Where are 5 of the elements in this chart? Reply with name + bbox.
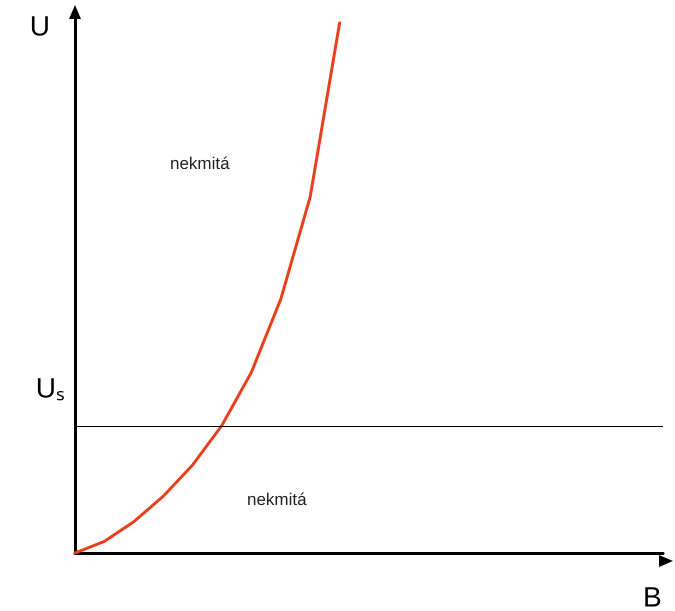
annotation: nekmitá — [247, 490, 308, 509]
x-axis-title: B — [643, 582, 662, 611]
ref-line-label: Uₛ — [36, 372, 65, 404]
annotation: nekmitá — [170, 154, 230, 173]
y-axis-title: U — [30, 10, 50, 42]
